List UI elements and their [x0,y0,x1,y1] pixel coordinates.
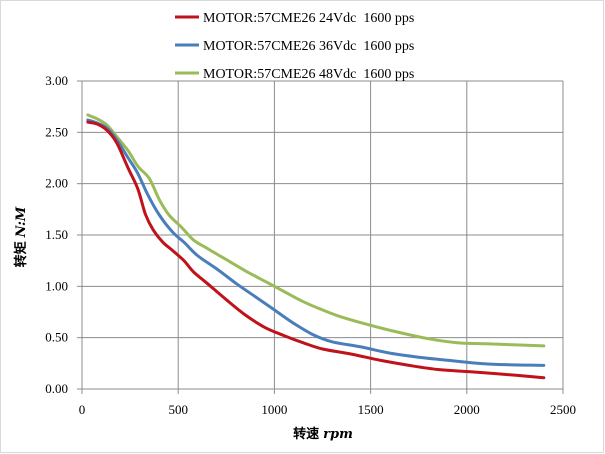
tick-labels: 0.00 0.50 1.00 1.50 2.00 2.50 3.00 0 500 1000 1500… [45,73,576,417]
x-tick-label: 1000 [261,402,287,417]
series-line-2 [86,118,546,367]
y-tick-label: 1.50 [45,227,68,242]
grid-lines [82,80,564,389]
series-line-1 [86,120,546,380]
y-tick-label: 2.00 [45,176,68,191]
x-tick-label: 2000 [454,402,480,417]
series-lines [86,113,546,380]
x-tick-label: 1500 [358,402,384,417]
x-tick-label: 500 [168,402,188,417]
series-line-3 [86,113,546,348]
y-tick-label: 2.50 [45,124,68,139]
legend: MOTOR:57CME26 24Vdc 1600 pps MOTOR:57CME2… [175,11,414,82]
y-tick-label: 0.50 [45,330,68,345]
legend-label: MOTOR:57CME26 48Vdc 1600 pps [203,67,414,82]
legend-label: MOTOR:57CME26 24Vdc 1600 pps [203,11,414,26]
legend-item-2: MOTOR:57CME26 36Vdc 1600 pps [175,39,414,54]
y-tick-label: 1.00 [45,278,68,293]
legend-item-1: MOTOR:57CME26 24Vdc 1600 pps [175,11,414,26]
x-tick-label: 2500 [550,402,576,417]
axes [77,80,564,394]
legend-item-3: MOTOR:57CME26 48Vdc 1600 pps [175,67,414,82]
y-axis-title: 转矩N:M [13,206,29,267]
x-axis-title: 转速 rpm [293,426,353,442]
y-tick-label: 0.00 [45,381,68,396]
y-tick-label: 3.00 [45,73,68,88]
legend-label: MOTOR:57CME26 36Vdc 1600 pps [203,39,414,54]
x-tick-label: 0 [79,402,86,417]
